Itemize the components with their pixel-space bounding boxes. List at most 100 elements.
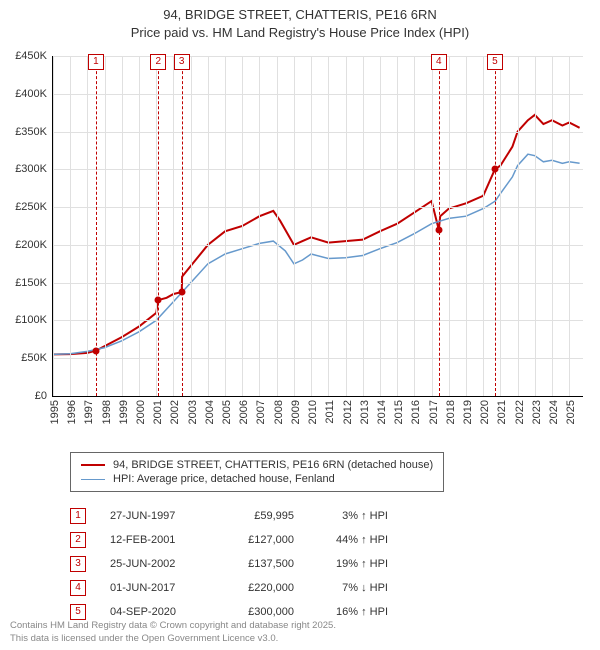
gridline-v — [156, 56, 157, 396]
gridline-v — [225, 56, 226, 396]
y-axis-label: £350K — [15, 126, 47, 138]
sale-date: 04-SEP-2020 — [110, 606, 200, 618]
sale-pct: 44% ↑ HPI — [318, 534, 388, 546]
x-axis-label: 2004 — [204, 400, 216, 424]
x-axis-label: 2018 — [445, 400, 457, 424]
gridline-v — [294, 56, 295, 396]
gridline-v — [363, 56, 364, 396]
gridline-v — [569, 56, 570, 396]
legend-label: HPI: Average price, detached house, Fenl… — [113, 473, 335, 485]
chart-title: 94, BRIDGE STREET, CHATTERIS, PE16 6RN P… — [0, 0, 600, 41]
sale-price: £127,000 — [224, 534, 294, 546]
legend: 94, BRIDGE STREET, CHATTERIS, PE16 6RN (… — [70, 452, 444, 492]
gridline-v — [208, 56, 209, 396]
sale-dot — [435, 226, 442, 233]
gridline-v — [53, 56, 54, 396]
y-axis-label: £450K — [15, 50, 47, 62]
gridline-v — [500, 56, 501, 396]
sale-index: 3 — [70, 556, 86, 572]
sale-marker: 2 — [150, 54, 166, 70]
sale-price: £59,995 — [224, 510, 294, 522]
gridline-h — [53, 245, 583, 246]
x-axis-label: 2011 — [324, 400, 336, 424]
x-axis-label: 2005 — [221, 400, 233, 424]
sale-reference-line — [495, 56, 496, 396]
legend-label: 94, BRIDGE STREET, CHATTERIS, PE16 6RN (… — [113, 459, 433, 471]
x-axis-label: 2001 — [152, 400, 164, 424]
x-axis-label: 2010 — [307, 400, 319, 424]
title-line1: 94, BRIDGE STREET, CHATTERIS, PE16 6RN — [0, 6, 600, 24]
sale-index: 4 — [70, 580, 86, 596]
chart-area: £0£50K£100K£150K£200K£250K£300K£350K£400… — [52, 56, 582, 436]
footnote-line1: Contains HM Land Registry data © Crown c… — [10, 620, 336, 632]
gridline-h — [53, 56, 583, 57]
y-axis-label: £300K — [15, 163, 47, 175]
sale-row: 127-JUN-1997£59,9953% ↑ HPI — [70, 504, 388, 528]
sale-date: 12-FEB-2001 — [110, 534, 200, 546]
y-axis-label: £100K — [15, 314, 47, 326]
gridline-v — [277, 56, 278, 396]
sale-marker: 4 — [431, 54, 447, 70]
y-axis-label: £0 — [35, 390, 47, 402]
sale-row: 325-JUN-2002£137,50019% ↑ HPI — [70, 552, 388, 576]
gridline-v — [139, 56, 140, 396]
x-axis-label: 2000 — [135, 400, 147, 424]
gridline-v — [449, 56, 450, 396]
gridline-v — [414, 56, 415, 396]
legend-item: 94, BRIDGE STREET, CHATTERIS, PE16 6RN (… — [81, 458, 433, 472]
legend-swatch — [81, 464, 105, 466]
gridline-v — [380, 56, 381, 396]
gridline-h — [53, 132, 583, 133]
sale-marker: 3 — [174, 54, 190, 70]
sale-dot — [155, 297, 162, 304]
sale-price: £137,500 — [224, 558, 294, 570]
y-axis-label: £400K — [15, 88, 47, 100]
sale-reference-line — [158, 56, 159, 396]
gridline-v — [328, 56, 329, 396]
sale-index: 1 — [70, 508, 86, 524]
plot-region: £0£50K£100K£150K£200K£250K£300K£350K£400… — [52, 56, 583, 397]
x-axis-label: 2025 — [565, 400, 577, 424]
legend-swatch — [81, 479, 105, 480]
gridline-h — [53, 283, 583, 284]
y-axis-label: £50K — [21, 352, 47, 364]
gridline-h — [53, 169, 583, 170]
gridline-v — [346, 56, 347, 396]
gridline-h — [53, 358, 583, 359]
x-axis-label: 2013 — [359, 400, 371, 424]
sale-date: 27-JUN-1997 — [110, 510, 200, 522]
x-axis-label: 2002 — [169, 400, 181, 424]
sale-reference-line — [182, 56, 183, 396]
gridline-v — [552, 56, 553, 396]
y-axis-label: £200K — [15, 239, 47, 251]
sale-pct: 7% ↓ HPI — [318, 582, 388, 594]
legend-item: HPI: Average price, detached house, Fenl… — [81, 472, 433, 486]
sale-price: £300,000 — [224, 606, 294, 618]
footnote-line2: This data is licensed under the Open Gov… — [10, 633, 336, 645]
x-axis-label: 2020 — [479, 400, 491, 424]
x-axis-label: 2006 — [238, 400, 250, 424]
gridline-v — [242, 56, 243, 396]
x-axis-label: 1998 — [101, 400, 113, 424]
x-axis-label: 2024 — [548, 400, 560, 424]
gridline-v — [535, 56, 536, 396]
gridline-v — [87, 56, 88, 396]
sale-date: 25-JUN-2002 — [110, 558, 200, 570]
x-axis-label: 2007 — [255, 400, 267, 424]
line-layer — [53, 56, 583, 396]
sales-table: 127-JUN-1997£59,9953% ↑ HPI212-FEB-2001£… — [70, 504, 388, 624]
y-axis-label: £150K — [15, 277, 47, 289]
sale-row: 212-FEB-2001£127,00044% ↑ HPI — [70, 528, 388, 552]
x-axis-label: 1995 — [49, 400, 61, 424]
gridline-v — [397, 56, 398, 396]
x-axis-label: 2009 — [290, 400, 302, 424]
gridline-v — [311, 56, 312, 396]
sale-marker: 5 — [487, 54, 503, 70]
sale-pct: 16% ↑ HPI — [318, 606, 388, 618]
x-axis-label: 2023 — [531, 400, 543, 424]
gridline-h — [53, 320, 583, 321]
footnote: Contains HM Land Registry data © Crown c… — [10, 620, 336, 645]
x-axis-label: 2017 — [428, 400, 440, 424]
x-axis-label: 2008 — [273, 400, 285, 424]
title-line2: Price paid vs. HM Land Registry's House … — [0, 24, 600, 42]
